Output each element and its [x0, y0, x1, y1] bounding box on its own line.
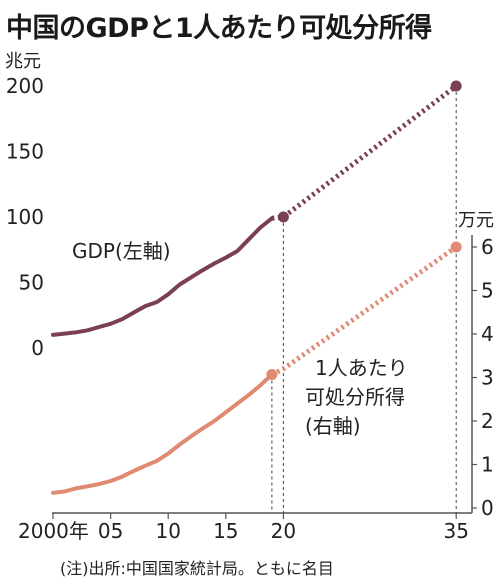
left-axis-unit: 兆元 — [5, 51, 41, 72]
x-axis-tick-label: 35 — [443, 519, 468, 543]
income-projection-line — [270, 244, 458, 377]
guide-lines — [271, 86, 457, 513]
x-axis-tick-label: 2000年 — [18, 519, 89, 543]
right-axis-tick-label: 1 — [481, 453, 494, 477]
right-axis-tick-label: 4 — [481, 322, 494, 346]
income-point-2019 — [266, 368, 278, 380]
gdp-series-label: GDP(左軸) — [72, 239, 171, 263]
axes — [52, 235, 473, 514]
income-line — [51, 372, 274, 495]
x-axis-tick-label: 15 — [213, 519, 238, 543]
x-axis-tick-label: 20 — [271, 519, 296, 543]
income-series-label-line2: 可処分所得 — [305, 385, 405, 409]
gdp-point-2035 — [450, 80, 462, 92]
right-axis-unit: 万元 — [458, 210, 494, 231]
right-axis-tick-label: 2 — [481, 409, 494, 433]
left-axis-tick-label: 150 — [6, 140, 44, 164]
left-axis-tick-label: 100 — [6, 205, 44, 229]
series-lines — [51, 84, 458, 495]
gdp-projection-line — [271, 84, 458, 221]
gdp-line — [51, 216, 274, 337]
left-axis-tick-label: 50 — [19, 271, 44, 295]
x-axis-tick-label: 10 — [155, 519, 180, 543]
right-axis-tick-label: 3 — [481, 366, 494, 390]
gdp-point-2020 — [277, 211, 289, 223]
right-axis-tick-label: 0 — [481, 496, 494, 520]
income-series-label-line1: 1人あたり — [315, 356, 408, 380]
series-points — [266, 80, 462, 380]
left-axis-ticks: 0 50 100 150 200 — [6, 74, 44, 360]
right-axis-ticks: 0 1 2 3 4 5 6 — [472, 235, 494, 520]
right-axis-tick-label: 6 — [481, 235, 494, 259]
x-axis-tick-label: 05 — [98, 519, 123, 543]
x-axis-ticks: 2000年 05 10 15 20 35 — [18, 513, 469, 543]
chart-title: 中国のGDPと1人あたり可処分所得 — [6, 13, 432, 44]
left-axis-tick-label: 0 — [31, 336, 44, 360]
source-note: (注)出所:中国国家統計局。ともに名目 — [60, 559, 334, 578]
income-series-label-line3: (右軸) — [305, 414, 361, 438]
income-point-2035 — [450, 241, 462, 253]
right-axis-tick-label: 5 — [481, 279, 494, 303]
left-axis-tick-label: 200 — [6, 74, 44, 98]
